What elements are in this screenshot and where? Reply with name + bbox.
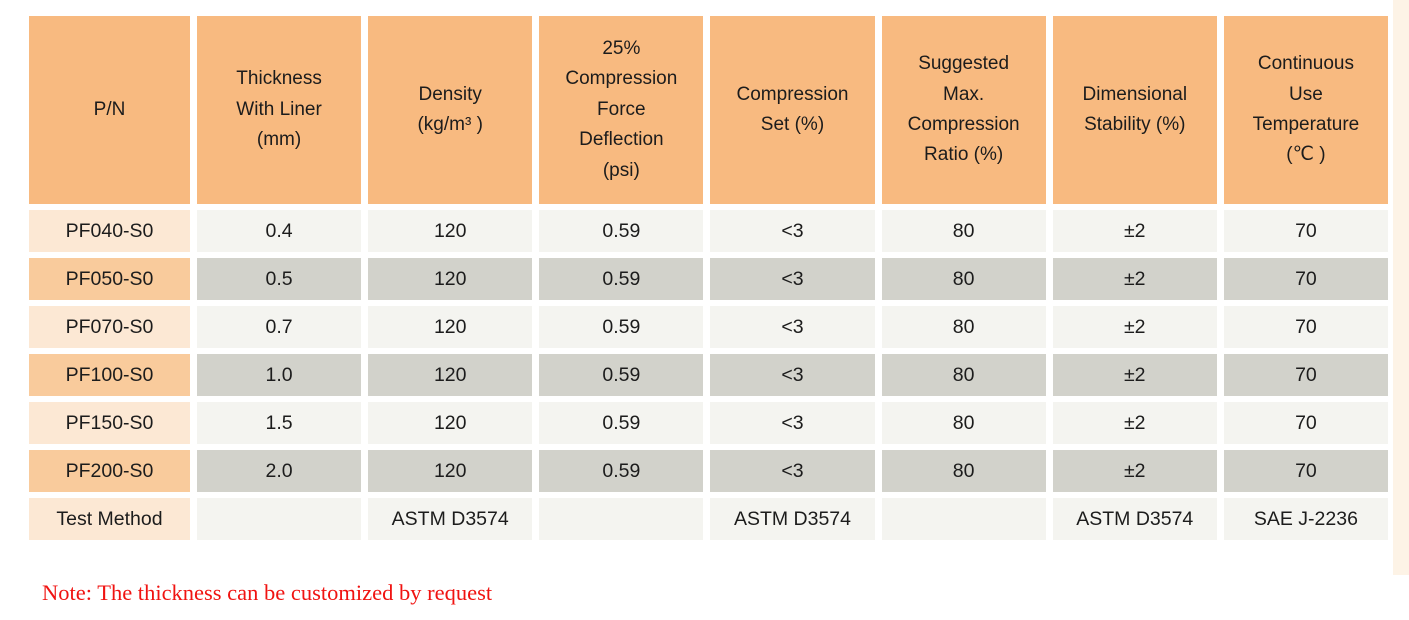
table-cell (539, 498, 704, 540)
row-label: PF050-S0 (29, 258, 190, 300)
table-cell: 80 (881, 306, 1046, 348)
table-cell: 120 (368, 354, 533, 396)
table-cell: <3 (710, 402, 875, 444)
page-edge-artifact (1393, 0, 1409, 575)
table-cell: <3 (710, 306, 875, 348)
table-cell: 0.4 (197, 210, 362, 252)
table-cell: 1.0 (197, 354, 362, 396)
row-label: PF200-S0 (29, 450, 190, 492)
table-cell: 120 (368, 258, 533, 300)
table-cell: ±2 (1052, 258, 1217, 300)
table-cell: 70 (1223, 306, 1388, 348)
table-cell: ASTM D3574 (710, 498, 875, 540)
row-label: PF150-S0 (29, 402, 190, 444)
table-cell: 0.59 (539, 258, 704, 300)
table-cell: 1.5 (197, 402, 362, 444)
table-cell: 120 (368, 306, 533, 348)
row-label: PF100-S0 (29, 354, 190, 396)
table-cell: 0.59 (539, 450, 704, 492)
table-cell: SAE J-2236 (1223, 498, 1388, 540)
column-header-max-compression-ratio: Suggested Max. Compression Ratio (%) (881, 16, 1046, 204)
table-cell: 0.59 (539, 402, 704, 444)
table-cell: ASTM D3574 (1052, 498, 1217, 540)
column-header-pn: P/N (29, 16, 190, 204)
column-header-compression-set: Compression Set (%) (710, 16, 875, 204)
table-cell: ±2 (1052, 354, 1217, 396)
note-text: Note: The thickness can be customized by… (42, 580, 493, 605)
column-header-density: Density (kg/m³ ) (368, 16, 533, 204)
table-cell: ASTM D3574 (368, 498, 533, 540)
table-cell: 80 (881, 450, 1046, 492)
table-cell: 120 (368, 450, 533, 492)
table-cell: 120 (368, 402, 533, 444)
table-cell: 80 (881, 402, 1046, 444)
table-cell: ±2 (1052, 402, 1217, 444)
table-cell: 0.5 (197, 258, 362, 300)
table-cell: 80 (881, 210, 1046, 252)
table-cell: 0.7 (197, 306, 362, 348)
table-cell: 0.59 (539, 306, 704, 348)
table-cell (881, 498, 1046, 540)
table-cell: 70 (1223, 450, 1388, 492)
table-cell: 70 (1223, 258, 1388, 300)
table-cell: 80 (881, 354, 1046, 396)
product-spec-table: P/N Thickness With Liner (mm) Density (k… (29, 16, 1388, 540)
table-cell: 0.59 (539, 354, 704, 396)
row-label-test-method: Test Method (29, 498, 190, 540)
table-cell (197, 498, 362, 540)
table-cell: <3 (710, 450, 875, 492)
column-header-compression-force-deflection: 25% Compression Force Deflection (psi) (539, 16, 704, 204)
column-header-continuous-use-temperature: Continuous Use Temperature (℃ ) (1223, 16, 1388, 204)
column-header-thickness: Thickness With Liner (mm) (197, 16, 362, 204)
table-cell: ±2 (1052, 210, 1217, 252)
table-cell: <3 (710, 258, 875, 300)
table-cell: 70 (1223, 354, 1388, 396)
table-cell: 120 (368, 210, 533, 252)
row-label: PF040-S0 (29, 210, 190, 252)
table-cell: ±2 (1052, 306, 1217, 348)
table-cell: 0.59 (539, 210, 704, 252)
table-cell: 80 (881, 258, 1046, 300)
table-cell: 2.0 (197, 450, 362, 492)
table-cell: 70 (1223, 402, 1388, 444)
table-cell: <3 (710, 210, 875, 252)
table-cell: <3 (710, 354, 875, 396)
row-label: PF070-S0 (29, 306, 190, 348)
table-cell: 70 (1223, 210, 1388, 252)
column-header-dimensional-stability: Dimensional Stability (%) (1052, 16, 1217, 204)
table-cell: ±2 (1052, 450, 1217, 492)
